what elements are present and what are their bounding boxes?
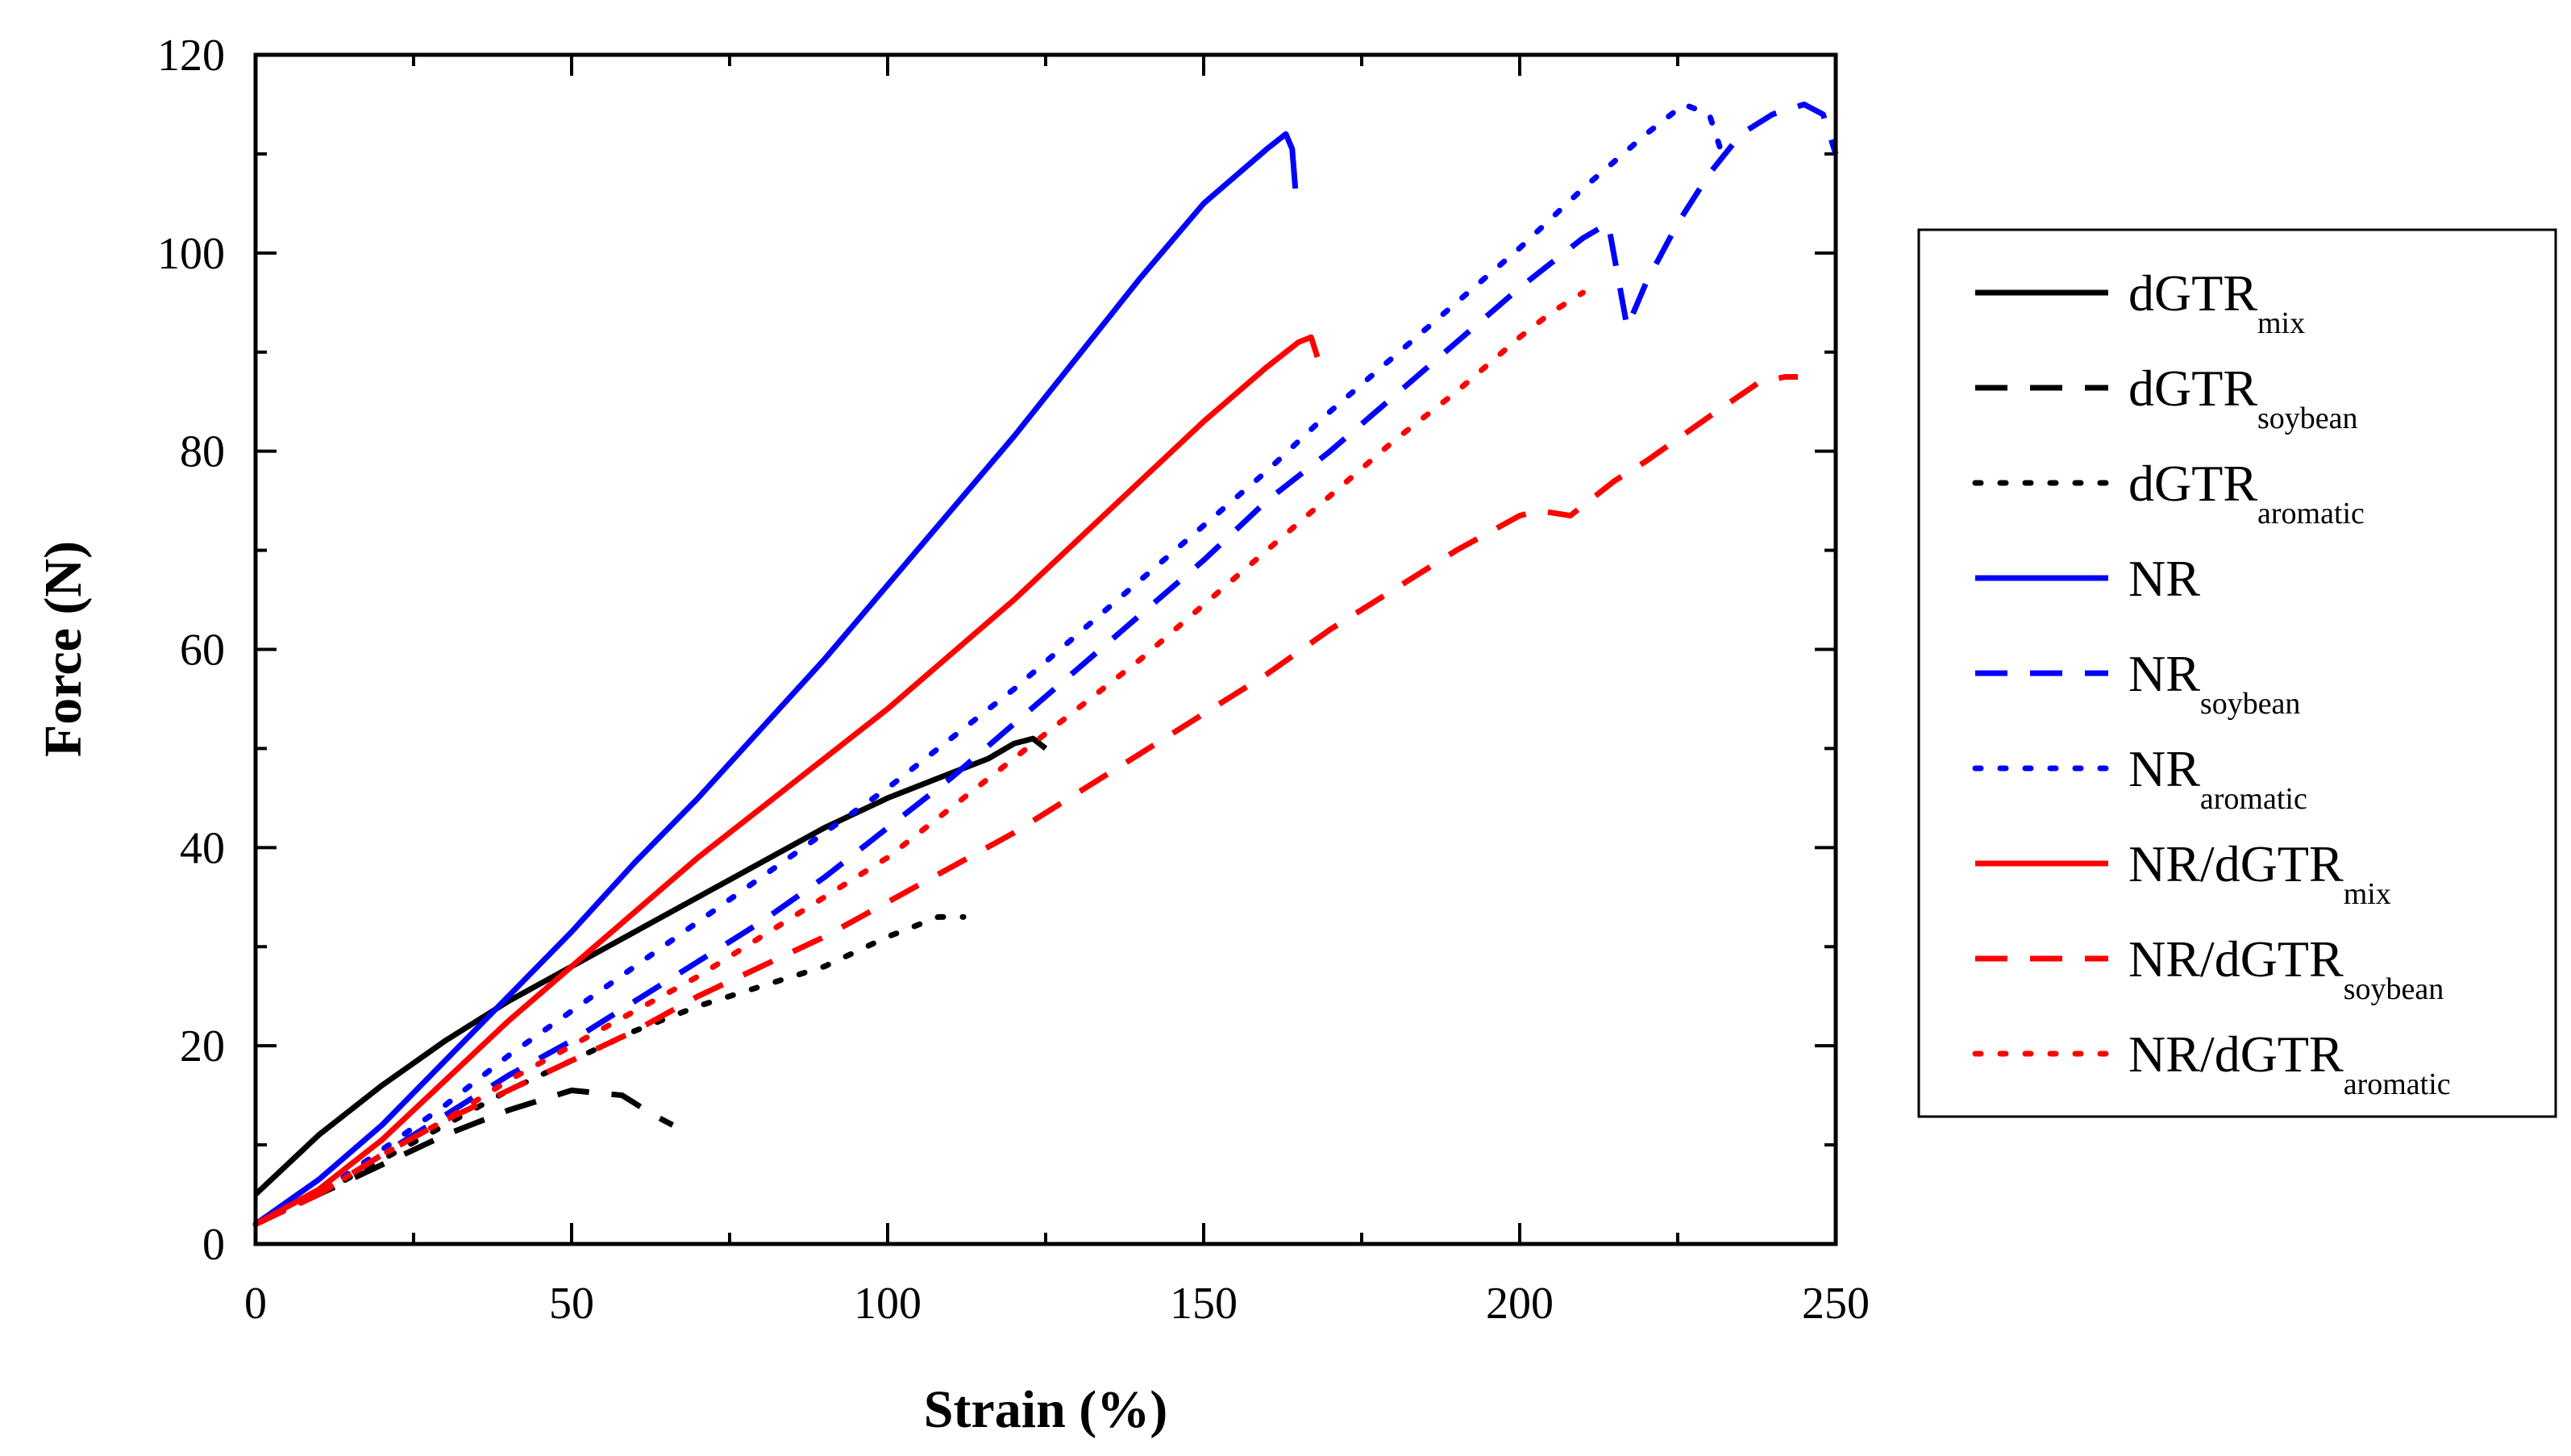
series-line-0 bbox=[253, 735, 1048, 1197]
series-line-1 bbox=[254, 1088, 675, 1227]
x-axis-title: Strain (%) bbox=[924, 1380, 1167, 1439]
legend-label-subscript: mix bbox=[2344, 877, 2391, 911]
series-lines bbox=[252, 102, 1839, 1227]
legend-label-subscript: mix bbox=[2257, 306, 2305, 340]
y-tick-label: 40 bbox=[180, 823, 225, 873]
y-tick-label: 80 bbox=[180, 427, 225, 477]
plot-frame bbox=[253, 52, 1838, 1246]
y-tick-label: 20 bbox=[180, 1021, 225, 1071]
legend-label-subscript: aromatic bbox=[2257, 497, 2365, 530]
y-axis-title: Force (N) bbox=[34, 541, 93, 757]
series-line-7 bbox=[254, 374, 1798, 1227]
x-tick-label: 250 bbox=[1802, 1279, 1870, 1329]
legend-box bbox=[1917, 228, 2557, 1118]
x-tick-label: 150 bbox=[1170, 1279, 1238, 1329]
legend: dGTRmixdGTRsoybeandGTRaromaticNRNRsoybea… bbox=[1917, 228, 2557, 1118]
series-line-6 bbox=[254, 334, 1321, 1227]
series-line-2 bbox=[252, 913, 967, 1227]
legend-label: NR bbox=[2128, 550, 2200, 607]
y-tick-label: 0 bbox=[202, 1220, 225, 1270]
legend-label-subscript: aromatic bbox=[2344, 1067, 2451, 1101]
y-tick-label: 60 bbox=[180, 626, 225, 676]
x-tick-label: 200 bbox=[1486, 1279, 1554, 1329]
x-tick-label: 100 bbox=[854, 1279, 921, 1329]
legend-label-subscript: soybean bbox=[2257, 401, 2358, 435]
tick-labels: 0 50 100 150 200 250 0 20 40 60 80 100 120 bbox=[157, 31, 1870, 1329]
series-line-5 bbox=[252, 102, 1725, 1227]
y-tick-label: 120 bbox=[157, 31, 225, 81]
legend-label-subscript: aromatic bbox=[2200, 782, 2307, 816]
x-tick-label: 0 bbox=[244, 1279, 267, 1329]
y-tick-label: 100 bbox=[157, 229, 225, 279]
legend-label-subscript: soybean bbox=[2344, 972, 2444, 1006]
legend-label-subscript: soybean bbox=[2200, 687, 2301, 721]
series-line-3 bbox=[253, 131, 1299, 1227]
x-tick-label: 50 bbox=[549, 1279, 594, 1329]
